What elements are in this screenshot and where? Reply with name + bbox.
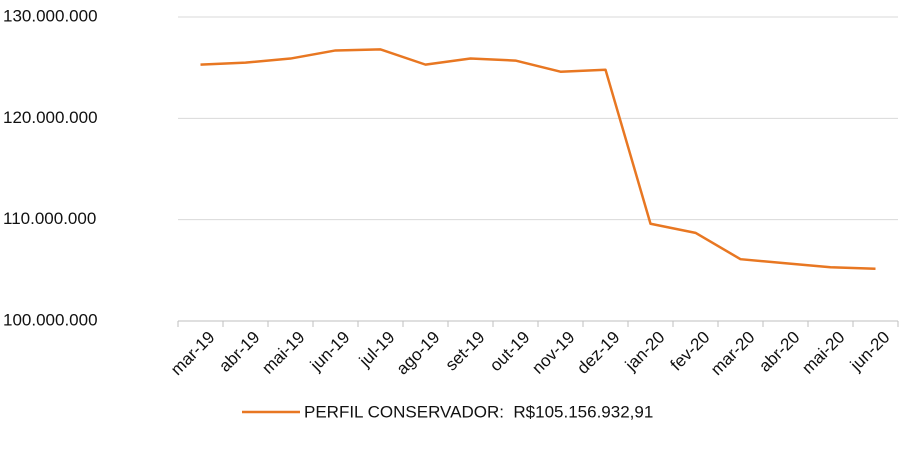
x-tick-label: fev-20 (667, 328, 714, 375)
y-tick-label: 130.000.000 (3, 6, 98, 25)
x-tick-label: dez-19 (573, 328, 623, 378)
x-tick-label: jan-20 (621, 328, 669, 376)
x-tick-label: ago-19 (393, 328, 444, 379)
x-tick-label: mai-20 (798, 328, 848, 378)
x-tick-label: mai-19 (258, 328, 308, 378)
x-tick-label: abr-19 (215, 328, 263, 376)
y-tick-label: 110.000.000 (3, 209, 96, 228)
x-tick-label: mar-19 (167, 328, 219, 380)
x-tick-label: nov-19 (528, 328, 578, 378)
y-tick-label: 120.000.000 (3, 108, 98, 127)
legend-label: PERFIL CONSERVADOR: R$105.156.932,91 (304, 402, 653, 421)
line-series (200, 48, 876, 270)
x-tick-label: jun-20 (846, 328, 894, 376)
x-tick-label: mar-20 (707, 328, 759, 380)
x-tick-label: out-19 (486, 328, 534, 376)
x-tick-label: abr-20 (755, 328, 803, 376)
x-tick-label: jun-19 (306, 328, 354, 376)
y-tick-label: 100.000.000 (3, 310, 98, 329)
x-tick-label: set-19 (442, 328, 489, 375)
